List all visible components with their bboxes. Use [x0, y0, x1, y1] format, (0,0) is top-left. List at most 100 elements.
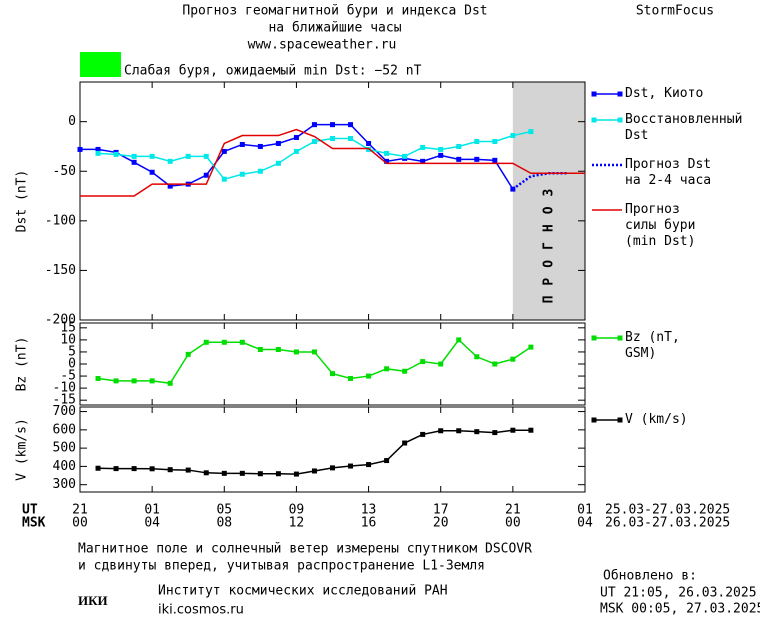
series-marker: [131, 466, 137, 472]
x-tick-label: 13: [361, 503, 377, 518]
ut-dates: 25.03-27.03.2025: [605, 503, 730, 518]
series-marker: [311, 349, 317, 355]
series-marker: [456, 143, 462, 149]
series-marker: [474, 354, 480, 360]
series-line: [97, 338, 532, 385]
series-marker: [474, 156, 480, 162]
series-marker: [275, 471, 281, 477]
status-swatch: [80, 52, 121, 77]
series-marker: [510, 356, 516, 362]
y-tick-label: 400: [53, 459, 76, 474]
legend-entry: Dst, Киото: [625, 86, 704, 101]
series-marker: [221, 339, 227, 345]
series-marker: [528, 129, 534, 135]
series-marker: [402, 440, 408, 446]
x-tick-label: 01: [577, 503, 593, 518]
forecast-label: ПРОГНОЗ: [541, 179, 556, 304]
series-marker: [185, 467, 191, 473]
series-marker: [366, 373, 372, 379]
series-marker: [510, 133, 516, 139]
legend-entry: V (km/s): [625, 412, 688, 427]
series-marker: [257, 347, 263, 353]
legend-marker: [617, 335, 623, 341]
series-marker: [293, 349, 299, 355]
updated-ut: UT 21:05, 26.03.2025: [600, 586, 757, 601]
series-marker: [456, 337, 462, 343]
series-marker: [131, 153, 137, 159]
msk-dates: 26.03-27.03.2025: [605, 516, 730, 531]
logo: ИКИ: [78, 593, 108, 608]
series-marker: [366, 462, 372, 468]
series-marker: [510, 427, 516, 433]
x-tick-label: 01: [144, 503, 160, 518]
plot-frame: [79, 406, 586, 493]
series-marker: [330, 465, 335, 471]
footer-line: Магнитное поле и солнечный ветер измерен…: [78, 542, 532, 557]
site: iki.cosmos.ru: [158, 603, 244, 618]
series-marker: [492, 430, 498, 436]
series-marker: [95, 150, 101, 156]
y-tick-label: 5: [68, 344, 76, 359]
legend-marker: [591, 335, 597, 341]
series-marker: [492, 139, 498, 144]
x-tick-label: 09: [289, 503, 305, 518]
series-marker: [474, 429, 480, 435]
series-marker: [239, 141, 245, 147]
updated-label: Обновлено в:: [603, 569, 697, 584]
series-marker: [77, 146, 83, 152]
series-marker: [185, 153, 191, 159]
series-marker: [113, 466, 119, 472]
series-marker: [275, 140, 281, 146]
y-tick-label: 600: [53, 422, 76, 437]
plot-frame: [79, 322, 586, 406]
series-marker: [456, 428, 462, 434]
series-marker: [366, 140, 372, 146]
y-tick-label: 300: [53, 477, 76, 492]
series-marker: [149, 153, 155, 159]
series-marker: [456, 156, 462, 162]
legend-entry: Восстановленный Dst: [625, 112, 743, 143]
series-marker: [311, 468, 317, 474]
series-marker: [402, 153, 408, 159]
series-marker: [167, 183, 173, 189]
series-line: [97, 130, 532, 181]
series-marker: [95, 146, 101, 152]
series-marker: [185, 351, 191, 357]
series-marker: [293, 135, 299, 141]
series-marker: [330, 371, 335, 377]
x-tick-label: 17: [433, 503, 449, 518]
series-marker: [528, 344, 534, 350]
x-tick-label-msk: 00: [72, 516, 88, 531]
series-marker: [149, 466, 155, 472]
series-marker: [311, 139, 317, 144]
legend-entry: Bz (nT, GSM): [625, 330, 680, 361]
x-tick-label-msk: 00: [505, 516, 521, 531]
series-marker: [203, 470, 209, 476]
x-tick-label-msk: 04: [144, 516, 160, 531]
series-marker: [492, 157, 498, 163]
series-marker: [384, 150, 390, 156]
series-marker: [221, 176, 227, 182]
legend-marker: [617, 91, 623, 97]
x-tick-label: 21: [72, 503, 88, 518]
legend-entry: Прогноз Dst на 2-4 часа: [625, 157, 712, 188]
series-marker: [311, 122, 317, 128]
series-marker: [257, 168, 263, 174]
series-marker: [438, 428, 444, 434]
series-marker: [221, 470, 227, 476]
x-tick-label-msk: 20: [433, 516, 449, 531]
series-marker: [239, 470, 245, 476]
legend-marker: [591, 117, 597, 123]
brand: StormFocus: [636, 4, 714, 19]
series-marker: [239, 339, 245, 345]
x-tick-label-msk: 04: [577, 516, 593, 531]
series-marker: [95, 375, 101, 381]
x-tick-label: 21: [505, 503, 521, 518]
series-marker: [203, 153, 209, 159]
series-marker: [221, 148, 227, 154]
plot-frame: [79, 81, 586, 321]
y-tick-label: 15: [60, 320, 76, 335]
series-marker: [95, 465, 101, 471]
